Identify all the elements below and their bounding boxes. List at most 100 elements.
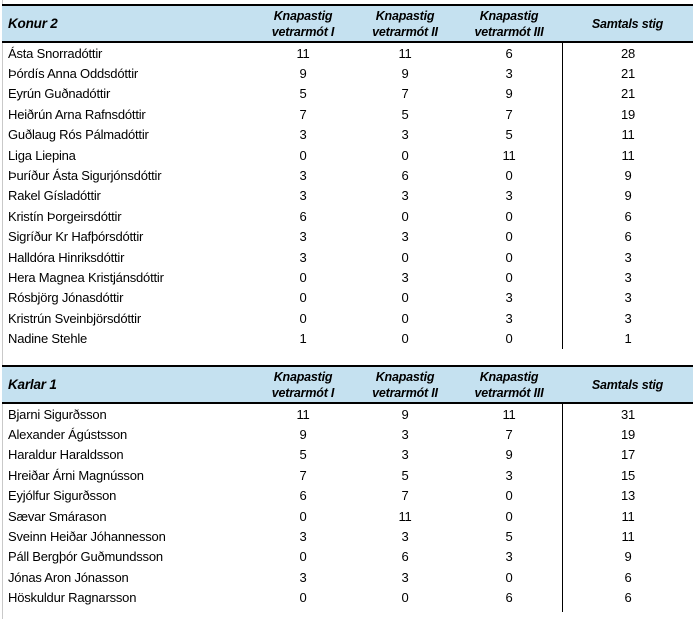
points-cell-vetrarmot-2[interactable]: 0: [401, 249, 409, 265]
rider-name-cell[interactable]: Sigríður Kr Hafþórsdóttir: [8, 229, 144, 245]
total-points-cell[interactable]: 1: [562, 328, 693, 349]
points-cell-vetrarmot-2[interactable]: 0: [401, 310, 409, 326]
rider-name-cell[interactable]: Jónas Aron Jónasson: [8, 569, 129, 585]
column-header-total[interactable]: Samtals stig: [562, 6, 693, 41]
points-cell-vetrarmot-3[interactable]: 0: [505, 569, 513, 585]
points-cell-vetrarmot-1[interactable]: 5: [299, 86, 307, 102]
points-cell-vetrarmot-1[interactable]: 5: [299, 447, 307, 463]
points-cell-vetrarmot-3[interactable]: 3: [505, 549, 513, 565]
points-cell-vetrarmot-2[interactable]: 3: [401, 569, 409, 585]
total-points-cell[interactable]: 21: [562, 83, 693, 105]
total-points-cell[interactable]: 6: [562, 226, 693, 247]
total-points-cell[interactable]: 28: [562, 43, 693, 64]
points-cell-vetrarmot-1[interactable]: 3: [299, 529, 307, 545]
points-cell-vetrarmot-3[interactable]: 5: [505, 127, 513, 143]
rider-name-cell[interactable]: Hera Magnea Kristjánsdóttir: [8, 269, 164, 285]
points-cell-vetrarmot-1[interactable]: 3: [299, 127, 307, 143]
total-points-cell[interactable]: 11: [562, 505, 693, 527]
rider-name-cell[interactable]: Alexander Ágústsson: [8, 427, 128, 443]
points-cell-vetrarmot-1[interactable]: 0: [299, 590, 307, 606]
total-points-cell[interactable]: 3: [562, 287, 693, 309]
points-cell-vetrarmot-2[interactable]: 5: [401, 467, 409, 483]
points-cell-vetrarmot-2[interactable]: 3: [401, 269, 409, 285]
points-cell-vetrarmot-1[interactable]: 9: [299, 427, 307, 443]
rider-name-cell[interactable]: Kristrún Sveinbjörsdóttir: [8, 310, 141, 326]
rider-name-cell[interactable]: Páll Bergþór Guðmundsson: [8, 549, 163, 565]
points-cell-vetrarmot-2[interactable]: 6: [401, 168, 409, 184]
points-cell-vetrarmot-3[interactable]: 9: [505, 86, 513, 102]
points-cell-vetrarmot-3[interactable]: 0: [505, 488, 513, 504]
table-title-cell[interactable]: Karlar 1: [8, 376, 57, 392]
points-cell-vetrarmot-2[interactable]: 5: [401, 106, 409, 122]
points-cell-vetrarmot-2[interactable]: 0: [401, 147, 409, 163]
points-cell-vetrarmot-3[interactable]: 0: [505, 208, 513, 224]
points-cell-vetrarmot-3[interactable]: 11: [502, 147, 516, 163]
rider-name-cell[interactable]: Eyjólfur Sigurðsson: [8, 488, 117, 504]
column-header-total[interactable]: Samtals stig: [562, 367, 693, 402]
points-cell-vetrarmot-3[interactable]: 0: [505, 269, 513, 285]
total-points-cell[interactable]: 6: [562, 587, 693, 608]
rider-name-cell[interactable]: Þuríður Ásta Sigurjónsdóttir: [8, 168, 162, 184]
points-cell-vetrarmot-1[interactable]: 0: [299, 147, 307, 163]
rider-name-cell[interactable]: Liga Liepina: [8, 147, 76, 163]
points-cell-vetrarmot-1[interactable]: 0: [299, 549, 307, 565]
points-cell-vetrarmot-1[interactable]: 6: [299, 208, 307, 224]
total-points-cell[interactable]: 11: [562, 124, 693, 145]
points-cell-vetrarmot-2[interactable]: 7: [401, 488, 409, 504]
total-points-cell[interactable]: 11: [562, 144, 693, 166]
points-cell-vetrarmot-3[interactable]: 5: [505, 529, 513, 545]
points-cell-vetrarmot-3[interactable]: 6: [505, 590, 513, 606]
points-cell-vetrarmot-2[interactable]: 3: [401, 529, 409, 545]
rider-name-cell[interactable]: Haraldur Haraldsson: [8, 447, 124, 463]
rider-name-cell[interactable]: Ásta Snorradóttir: [8, 45, 103, 61]
total-points-cell[interactable]: 9: [562, 185, 693, 207]
column-header-vetrarmot-3[interactable]: Knapastig vetrarmót III: [456, 367, 562, 402]
points-cell-vetrarmot-2[interactable]: 3: [401, 447, 409, 463]
points-cell-vetrarmot-1[interactable]: 1: [299, 331, 307, 347]
total-points-cell[interactable]: 17: [562, 444, 693, 466]
points-cell-vetrarmot-3[interactable]: 7: [505, 427, 513, 443]
total-points-cell[interactable]: 15: [562, 465, 693, 486]
total-points-cell[interactable]: 9: [562, 546, 693, 568]
points-cell-vetrarmot-2[interactable]: 3: [401, 188, 409, 204]
column-header-vetrarmot-2[interactable]: Knapastig vetrarmót II: [354, 367, 456, 402]
total-points-cell[interactable]: 6: [562, 567, 693, 588]
total-points-cell[interactable]: 21: [562, 63, 693, 84]
column-header-vetrarmot-2[interactable]: Knapastig vetrarmót II: [354, 6, 456, 41]
points-cell-vetrarmot-3[interactable]: 3: [505, 290, 513, 306]
rider-name-cell[interactable]: Bjarni Sigurðsson: [8, 406, 107, 422]
total-points-cell[interactable]: 31: [562, 404, 693, 425]
points-cell-vetrarmot-1[interactable]: 0: [299, 508, 307, 524]
points-cell-vetrarmot-1[interactable]: 0: [299, 269, 307, 285]
points-cell-vetrarmot-3[interactable]: 0: [505, 168, 513, 184]
rider-name-cell[interactable]: Heiðrún Arna Rafnsdóttir: [8, 106, 146, 122]
points-cell-vetrarmot-1[interactable]: 11: [296, 45, 310, 61]
column-header-vetrarmot-1[interactable]: Knapastig vetrarmót I: [252, 6, 354, 41]
total-points-cell[interactable]: 3: [562, 308, 693, 329]
points-cell-vetrarmot-3[interactable]: 3: [505, 310, 513, 326]
points-cell-vetrarmot-1[interactable]: 0: [299, 310, 307, 326]
points-cell-vetrarmot-2[interactable]: 6: [401, 549, 409, 565]
points-cell-vetrarmot-3[interactable]: 6: [505, 45, 513, 61]
points-cell-vetrarmot-1[interactable]: 3: [299, 229, 307, 245]
points-cell-vetrarmot-2[interactable]: 11: [398, 508, 412, 524]
column-header-vetrarmot-3[interactable]: Knapastig vetrarmót III: [456, 6, 562, 41]
total-points-cell[interactable]: 3: [562, 267, 693, 288]
total-points-cell[interactable]: 19: [562, 424, 693, 445]
rider-name-cell[interactable]: Halldóra Hinriksdóttir: [8, 249, 125, 265]
rider-name-cell[interactable]: Hreiðar Árni Magnússon: [8, 467, 144, 483]
points-cell-vetrarmot-1[interactable]: 3: [299, 249, 307, 265]
points-cell-vetrarmot-1[interactable]: 11: [296, 406, 310, 422]
points-cell-vetrarmot-2[interactable]: 0: [401, 331, 409, 347]
points-cell-vetrarmot-2[interactable]: 3: [401, 427, 409, 443]
total-points-cell[interactable]: 9: [562, 165, 693, 186]
points-cell-vetrarmot-3[interactable]: 11: [502, 406, 516, 422]
points-cell-vetrarmot-2[interactable]: 3: [401, 127, 409, 143]
points-cell-vetrarmot-3[interactable]: 0: [505, 229, 513, 245]
column-header-vetrarmot-1[interactable]: Knapastig vetrarmót I: [252, 367, 354, 402]
rider-name-cell[interactable]: Sævar Smárason: [8, 508, 107, 524]
points-cell-vetrarmot-1[interactable]: 7: [299, 106, 307, 122]
total-points-cell[interactable]: 19: [562, 104, 693, 125]
rider-name-cell[interactable]: Rósbjörg Jónasdóttir: [8, 290, 124, 306]
rider-name-cell[interactable]: Þórdís Anna Oddsdóttir: [8, 66, 139, 82]
